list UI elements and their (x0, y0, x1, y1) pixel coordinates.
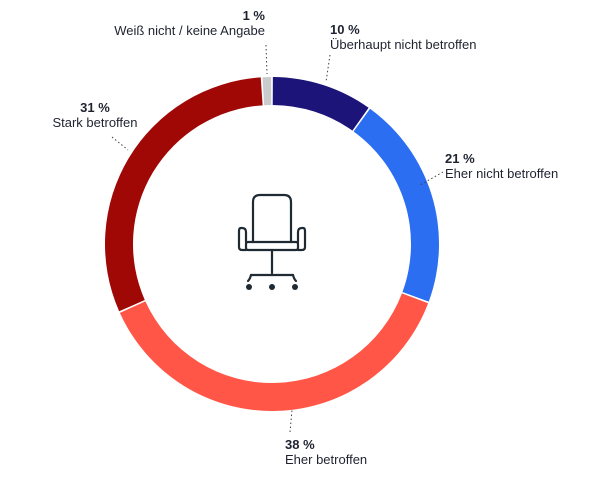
slice-stark-betroffen (105, 77, 263, 312)
leader-line-eher-nicht-betroffen (419, 171, 444, 186)
value-label-eher-betroffen: 38 % (285, 437, 315, 452)
slice-eher-nicht-betroffen (353, 108, 439, 302)
category-label-eher-nicht-betroffen: Eher nicht betroffen (445, 166, 558, 181)
leader-line-weiss-nicht-keine-angabe (265, 44, 268, 75)
slice-labels: 10 %Überhaupt nicht betroffen 21 %Eher ni… (52, 8, 558, 467)
leader-line-stark-betroffen (111, 136, 129, 151)
value-label-ueberhaupt-nicht-betroffen: 10 % (330, 22, 360, 37)
office-chair-icon (237, 193, 307, 290)
value-label-stark-betroffen: 31 % (80, 100, 110, 115)
slice-weiss-nicht-keine-angabe (262, 77, 272, 106)
value-label-weiss-nicht-keine-angabe: 1 % (243, 8, 266, 23)
donut-slices (105, 77, 439, 411)
leader-line-eher-betroffen (289, 409, 293, 433)
value-label-eher-nicht-betroffen: 21 % (445, 151, 475, 166)
category-label-eher-betroffen: Eher betroffen (285, 452, 367, 467)
leader-line-ueberhaupt-nicht-betroffen (325, 54, 331, 83)
category-label-weiss-nicht-keine-angabe: Weiß nicht / keine Angabe (114, 23, 265, 38)
category-label-stark-betroffen: Stark betroffen (52, 115, 137, 130)
slice-ueberhaupt-nicht-betroffen (272, 77, 369, 131)
category-label-ueberhaupt-nicht-betroffen: Überhaupt nicht betroffen (330, 37, 476, 52)
slice-eher-betroffen (119, 293, 429, 411)
